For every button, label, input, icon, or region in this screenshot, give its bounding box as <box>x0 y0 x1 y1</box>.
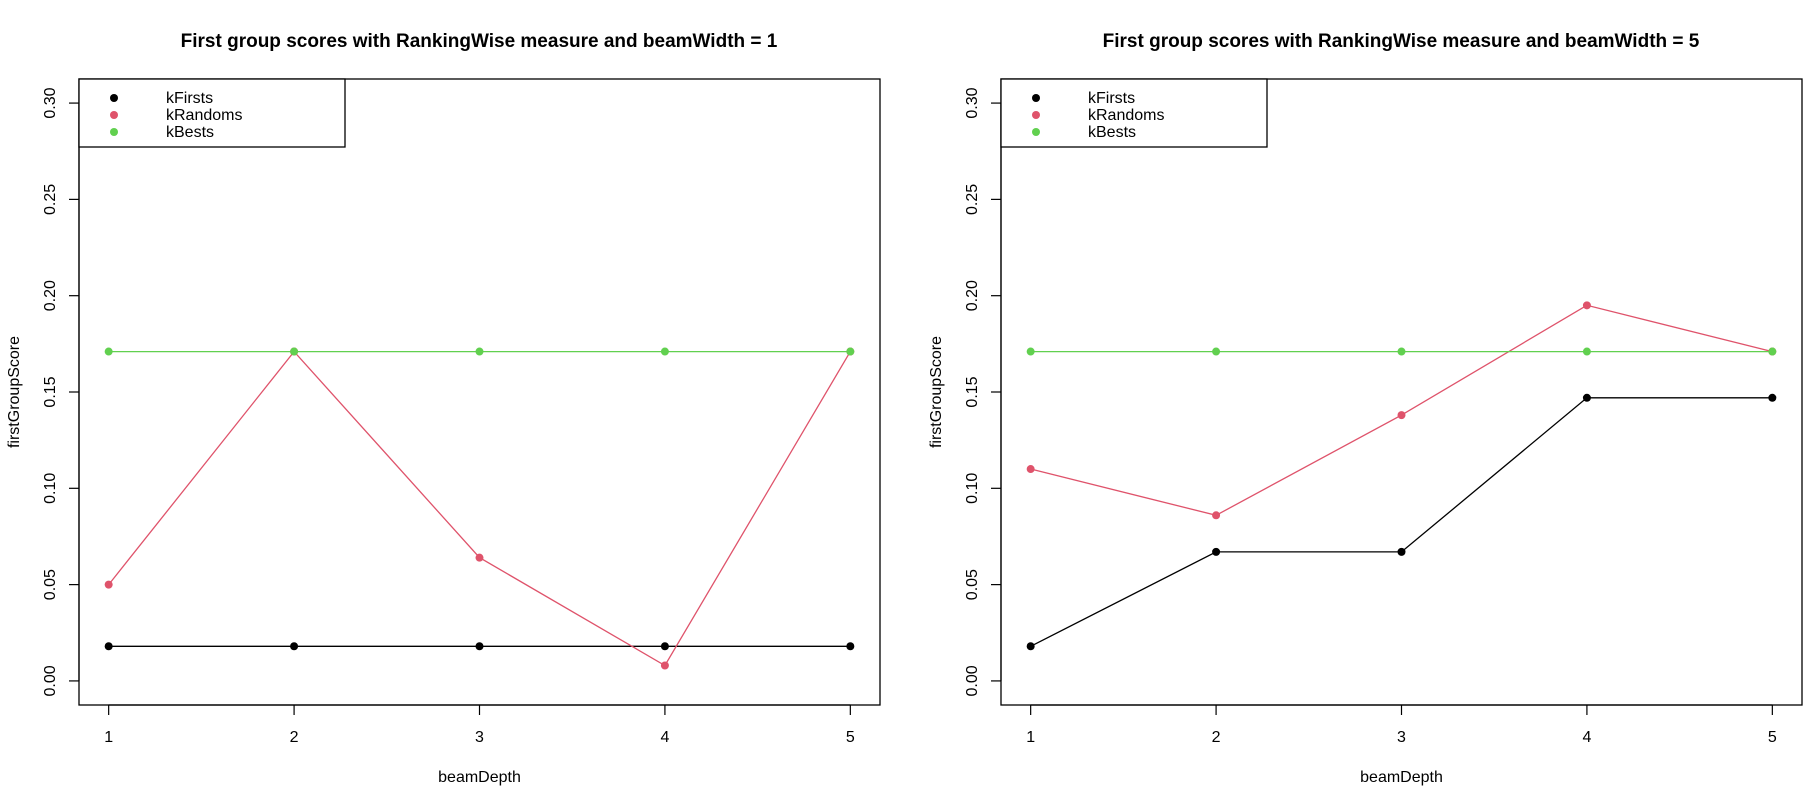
legend-marker-kFirsts <box>110 94 118 102</box>
x-tick-label: 2 <box>1212 729 1221 746</box>
plot-frame <box>78 78 881 706</box>
data-point-kFirsts <box>1582 393 1591 402</box>
data-point-kBests <box>1397 347 1406 356</box>
chart-panel-2: First group scores with RankingWise meas… <box>928 31 1803 786</box>
y-tick-label: 0.05 <box>964 569 981 600</box>
series-line-kFirsts <box>1030 397 1773 647</box>
data-point-kRandoms <box>104 580 113 589</box>
data-point-kBests <box>1026 347 1035 356</box>
data-point-kFirsts <box>104 642 113 651</box>
data-point-kBests <box>475 347 484 356</box>
x-tick-label: 4 <box>1582 729 1591 746</box>
y-tick-label: 0.10 <box>42 473 59 504</box>
data-point-kBests <box>104 347 113 356</box>
legend-label-kRandoms: kRandoms <box>1088 107 1164 124</box>
x-tick-label: 4 <box>660 729 669 746</box>
legend-label-kFirsts: kFirsts <box>1088 90 1135 107</box>
chart-title: First group scores with RankingWise meas… <box>181 31 778 52</box>
x-axis-label: beamDepth <box>1360 769 1443 786</box>
y-tick-label: 0.30 <box>42 87 59 118</box>
y-tick-label: 0.20 <box>964 280 981 311</box>
chart-title: First group scores with RankingWise meas… <box>1103 31 1700 52</box>
legend-marker-kRandoms <box>1032 111 1040 119</box>
y-tick-label: 0.25 <box>964 184 981 215</box>
data-point-kFirsts <box>475 642 484 651</box>
legend-label-kBests: kBests <box>1088 124 1136 141</box>
data-point-kRandoms <box>1212 511 1221 520</box>
y-tick-label: 0.20 <box>42 280 59 311</box>
y-tick-label: 0.05 <box>42 569 59 600</box>
x-tick-label: 3 <box>475 729 484 746</box>
data-point-kRandoms <box>1026 465 1035 474</box>
x-tick-label: 1 <box>104 729 113 746</box>
data-point-kBests <box>290 347 299 356</box>
x-tick-label: 5 <box>846 729 855 746</box>
y-tick-label: 0.30 <box>964 87 981 118</box>
x-tick-label: 5 <box>1768 729 1777 746</box>
y-tick-label: 0.00 <box>964 665 981 696</box>
data-point-kBests <box>1768 347 1777 356</box>
data-point-kRandoms <box>1397 411 1406 420</box>
series-line-kRandoms <box>1030 304 1773 516</box>
data-point-kFirsts <box>1397 547 1406 556</box>
y-axis-label: firstGroupScore <box>6 336 23 448</box>
y-tick-label: 0.00 <box>42 665 59 696</box>
x-axis-label: beamDepth <box>438 769 521 786</box>
data-point-kFirsts <box>846 642 855 651</box>
y-tick-label: 0.25 <box>42 184 59 215</box>
y-tick-label: 0.15 <box>964 376 981 407</box>
legend-box <box>1000 78 1268 148</box>
series-line-kRandoms <box>108 350 851 667</box>
data-point-kFirsts <box>660 642 669 651</box>
x-tick-label: 2 <box>290 729 299 746</box>
data-point-kFirsts <box>1026 642 1035 651</box>
legend-marker-kFirsts <box>1032 94 1040 102</box>
legend-marker-kBests <box>110 128 118 136</box>
legend-marker-kRandoms <box>110 111 118 119</box>
data-point-kFirsts <box>290 642 299 651</box>
data-point-kRandoms <box>1582 301 1591 310</box>
data-point-kBests <box>1212 347 1221 356</box>
y-tick-label: 0.10 <box>964 473 981 504</box>
plot-frame <box>1000 78 1803 706</box>
legend-label-kBests: kBests <box>166 124 214 141</box>
legend-marker-kBests <box>1032 128 1040 136</box>
y-axis-label: firstGroupScore <box>928 336 945 448</box>
data-point-kRandoms <box>475 553 484 562</box>
data-point-kRandoms <box>660 661 669 670</box>
data-point-kBests <box>846 347 855 356</box>
legend-box <box>78 78 346 148</box>
chart-panel-1: First group scores with RankingWise meas… <box>6 31 881 786</box>
legend-label-kFirsts: kFirsts <box>166 90 213 107</box>
data-point-kBests <box>1582 347 1591 356</box>
data-point-kFirsts <box>1212 547 1221 556</box>
legend-label-kRandoms: kRandoms <box>166 107 242 124</box>
x-tick-label: 1 <box>1026 729 1035 746</box>
y-tick-label: 0.15 <box>42 376 59 407</box>
data-point-kBests <box>660 347 669 356</box>
data-point-kFirsts <box>1768 393 1777 402</box>
x-tick-label: 3 <box>1397 729 1406 746</box>
